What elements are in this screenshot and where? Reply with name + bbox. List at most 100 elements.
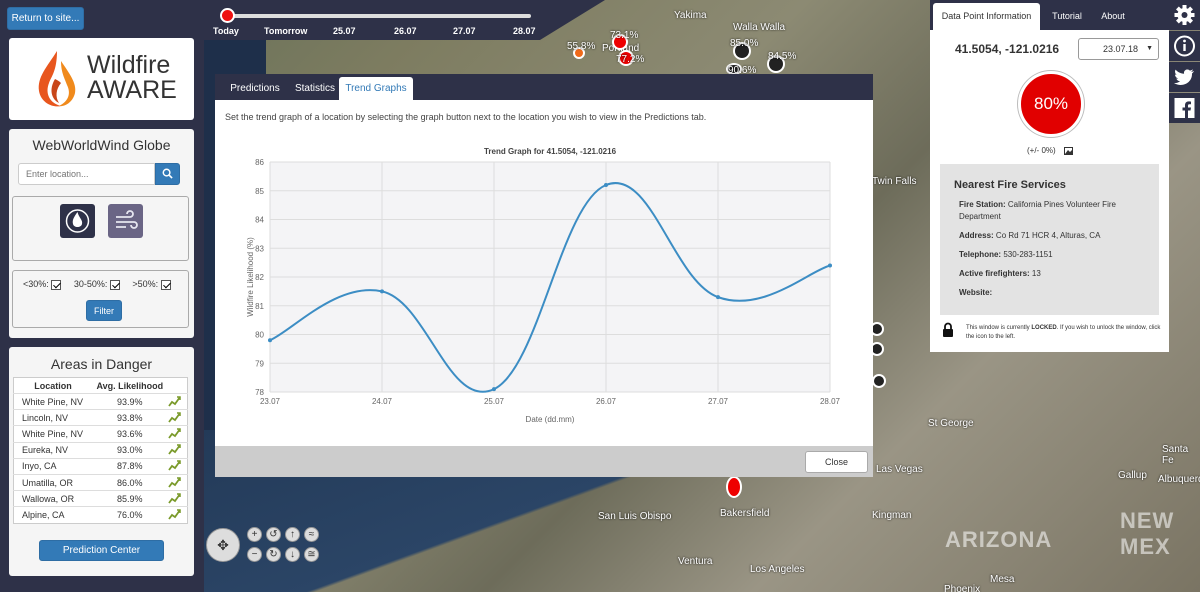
prediction-center-button[interactable]: Prediction Center [39,540,164,561]
map-label: Kingman [872,510,912,521]
trend-graph-button[interactable] [167,490,188,507]
location-search [18,163,180,185]
table-row[interactable]: Eureka, NV 93.0% [13,441,188,459]
telephone-row: Telephone: 530-283-1151 [959,250,1053,259]
prediction-point[interactable] [733,42,751,60]
trend-graph-icon [167,444,181,455]
prediction-point-label: 85.0% [730,38,759,49]
prediction-point[interactable] [612,34,628,50]
data-point [604,183,608,187]
facebook-icon [1174,98,1195,118]
y-tick-label: 80 [255,331,264,340]
trend-graph-button[interactable] [167,473,188,491]
zoom-out-icon[interactable]: − [247,547,262,562]
trend-graph-button[interactable] [167,457,188,475]
prediction-point[interactable] [618,50,634,66]
flame-icon[interactable] [60,204,95,238]
filter-high-checkbox[interactable] [160,279,171,290]
filter-low-checkbox[interactable] [51,279,62,290]
tab-tutorial[interactable]: Tutorial [1052,11,1082,21]
wind-icon[interactable] [108,204,143,238]
timeline-label[interactable]: 25.07 [333,26,356,36]
table-row[interactable]: White Pine, NV 93.6% [13,425,188,443]
timeline-handle[interactable] [220,8,235,23]
map-label: Albuquerque [1158,474,1200,485]
column-header-likelihood: Avg. Likelihood [96,380,164,391]
pan-control-icon[interactable]: ✥ [206,528,240,562]
data-point-panel: Data Point Information Tutorial About 41… [930,0,1169,352]
logo[interactable]: Wildfire AWARE [9,38,194,120]
table-row[interactable]: Wallowa, OR 85.9% [13,490,188,507]
search-button[interactable] [155,163,180,185]
tab-statistics[interactable]: Statistics [294,83,335,94]
tab-predictions[interactable]: Predictions [230,83,280,94]
timeline-label[interactable]: Tomorrow [264,26,308,36]
prediction-point[interactable] [872,374,886,388]
map-label: Mesa [990,574,1015,585]
twitter-button[interactable] [1169,62,1200,92]
timeline-label[interactable]: 28.07 [513,26,536,36]
likelihood-cell: 93.8% [92,409,168,426]
table-row[interactable]: Umatilla, OR 86.0% [13,473,188,491]
exaggeration-icon[interactable]: ≅ [304,547,319,562]
timeline-edge [540,0,605,40]
tilt-down-icon[interactable]: ↓ [285,547,300,562]
info-button[interactable] [1169,31,1200,61]
tab-data-point-information[interactable]: Data Point Information [933,3,1040,30]
zoom-in-icon[interactable]: + [247,527,262,542]
location-search-input[interactable] [18,163,155,185]
trend-graph-icon [167,395,181,407]
map-label: Los Angeles [750,564,805,575]
location-cell: Alpine, CA [13,506,93,523]
y-tick-label: 83 [255,244,264,253]
lock-notice: This window is currently LOCKED. If you … [966,325,1161,340]
trend-graph-button[interactable] [167,441,188,459]
return-to-site-button[interactable]: Return to site... [7,7,84,30]
layer-toggles [12,196,189,261]
rotate-right-icon[interactable]: ↻ [266,547,281,562]
timeline-track[interactable] [226,14,531,18]
tab-trend-graphs[interactable]: Trend Graphs [339,77,413,100]
trend-graph-button[interactable] [167,409,188,426]
reset-view-icon[interactable]: ≈ [304,527,319,542]
trend-graph-button[interactable] [167,425,188,443]
facebook-button[interactable] [1169,93,1200,123]
filter-button[interactable]: Filter [86,300,122,321]
location-cell: Lincoln, NV [13,409,93,426]
date-select[interactable]: 23.07.18 ▼ [1078,38,1159,60]
timeline-label[interactable]: 26.07 [394,26,417,36]
tab-about[interactable]: About [1101,11,1125,21]
trend-graph-button[interactable] [167,392,188,410]
timeline-label[interactable]: Today [213,26,239,36]
globe-panel-title: WebWorldWind Globe [32,137,171,153]
map-label: Yakima [674,10,707,21]
rotate-left-icon[interactable]: ↺ [266,527,281,542]
data-point [716,295,720,300]
table-row[interactable]: Inyo, CA 87.8% [13,457,188,475]
trend-graph-button[interactable] [167,506,188,523]
prediction-point[interactable] [726,476,742,498]
data-point [380,289,384,294]
map-label: Bakersfield [720,508,770,519]
timeline-label[interactable]: 27.07 [453,26,476,36]
x-tick-label: 25.07 [484,397,505,406]
table-row[interactable]: Lincoln, NV 93.8% [13,409,188,426]
lock-icon[interactable] [942,322,954,337]
right-tab-bar: Data Point Information Tutorial About [930,0,1169,30]
settings-button[interactable] [1169,0,1200,30]
image-icon[interactable] [1063,146,1073,155]
close-button[interactable]: Close [805,451,868,473]
prediction-point[interactable] [573,47,585,59]
table-row[interactable]: White Pine, NV 93.9% [13,392,188,410]
globe-panel: WebWorldWind Globe <30%: 30-50%: >50%: [9,129,194,338]
y-tick-label: 84 [255,216,264,225]
table-row[interactable]: Alpine, CA 76.0% [13,506,188,523]
likelihood-cell: 93.9% [92,392,168,410]
filter-mid-checkbox[interactable] [109,279,120,290]
y-tick-label: 82 [255,273,264,282]
data-point [492,387,496,392]
prediction-point[interactable] [767,55,785,73]
location-cell: Inyo, CA [13,457,93,475]
likelihood-cell: 76.0% [92,506,168,523]
tilt-up-icon[interactable]: ↑ [285,527,300,542]
